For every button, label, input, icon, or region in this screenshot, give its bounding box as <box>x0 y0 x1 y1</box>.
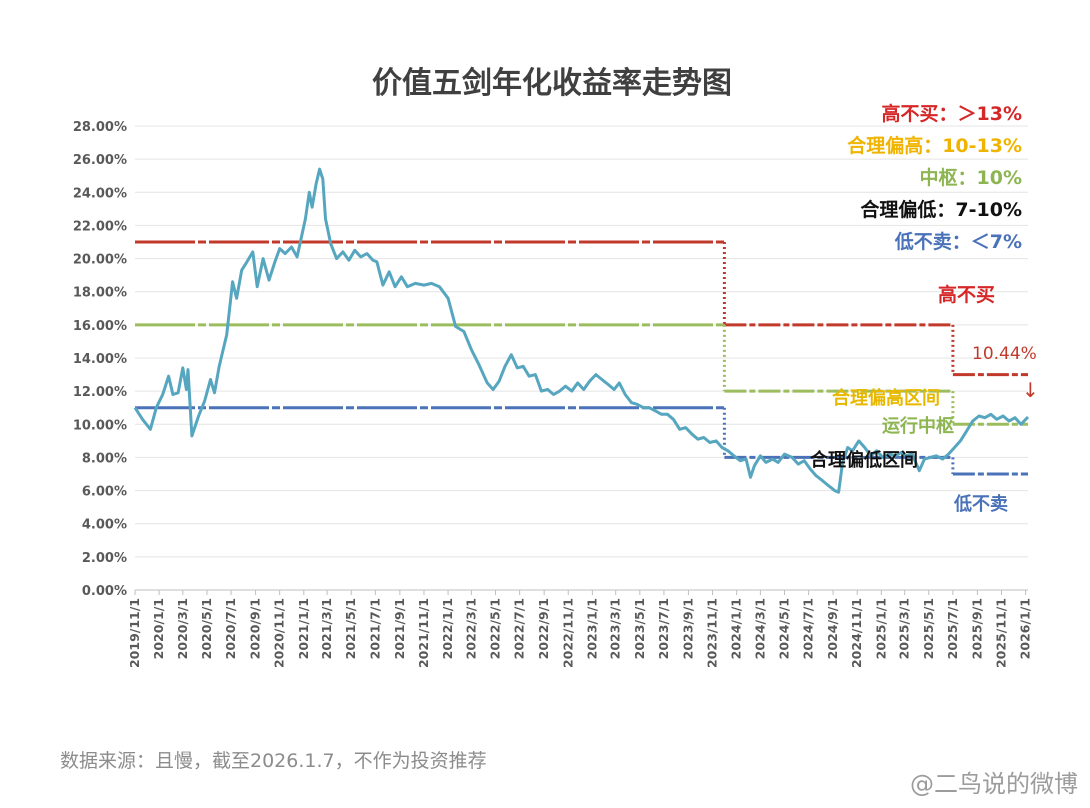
y-tick-label: 2.00% <box>82 551 127 566</box>
legend-item-reasonably-high: 合理偏高：10-13% <box>847 135 1022 157</box>
x-tick-label: 2020/11/1 <box>272 598 287 668</box>
x-tick-label: 2024/3/1 <box>752 598 767 659</box>
x-tick-label: 2023/9/1 <box>680 598 695 659</box>
x-tick-label: 2020/7/1 <box>223 598 238 659</box>
y-tick-label: 24.00% <box>73 186 127 201</box>
annotation-operating-center: 运行中枢 <box>882 416 954 437</box>
x-tick-label: 2021/3/1 <box>319 598 334 659</box>
x-tick-label: 2025/1/1 <box>873 598 888 659</box>
y-tick-label: 6.00% <box>82 485 127 500</box>
x-tick-label: 2021/11/1 <box>416 598 431 668</box>
x-tick-label: 2024/1/1 <box>729 598 744 659</box>
legend-item-center: 中枢：10% <box>919 167 1022 189</box>
x-tick-label: 2022/3/1 <box>463 598 478 659</box>
x-tick-label: 2023/11/1 <box>705 598 720 668</box>
x-tick-label: 2023/5/1 <box>632 598 647 659</box>
y-tick-label: 10.00% <box>73 418 127 433</box>
x-tick-label: 2024/9/1 <box>825 598 840 659</box>
x-tick-label: 2024/11/1 <box>849 598 864 668</box>
x-tick-label: 2023/1/1 <box>584 598 599 659</box>
legend-item-high-no-buy: 高不买：＞13% <box>881 103 1022 125</box>
annotation-reasonably-low-zone: 合理偏低区间 <box>810 450 918 471</box>
y-tick-label: 18.00% <box>73 286 127 301</box>
y-tick-label: 22.00% <box>73 219 127 234</box>
y-tick-label: 16.00% <box>73 319 127 334</box>
watermark: @二鸟说的微博 <box>910 770 1078 798</box>
annotation-current-value: 10.44% <box>972 344 1037 364</box>
chart-title: 价值五剑年化收益率走势图 <box>372 66 732 101</box>
y-tick-label: 12.00% <box>73 385 127 400</box>
x-tick-label: 2021/1/1 <box>296 598 311 659</box>
x-tick-label: 2020/9/1 <box>248 598 263 659</box>
x-tick-label: 2021/5/1 <box>343 598 358 659</box>
x-tick-label: 2022/9/1 <box>536 598 551 659</box>
data-source-note: 数据来源：且慢，截至2026.1.7，不作为投资推荐 <box>60 750 487 772</box>
x-tick-label: 2023/3/1 <box>608 598 623 659</box>
x-tick-label: 2020/3/1 <box>175 598 190 659</box>
x-tick-label: 2025/5/1 <box>921 598 936 659</box>
y-tick-label: 8.00% <box>82 451 127 466</box>
x-tick-label: 2025/3/1 <box>897 598 912 659</box>
x-tick-label: 2022/5/1 <box>488 598 503 659</box>
x-tick-label: 2025/7/1 <box>945 598 960 659</box>
x-tick-label: 2023/7/1 <box>656 598 671 659</box>
annotation-high-no-buy: 高不买 <box>938 284 996 306</box>
x-tick-label: 2020/5/1 <box>199 598 214 659</box>
y-tick-label: 4.00% <box>82 518 127 533</box>
x-tick-label: 2022/7/1 <box>512 598 527 659</box>
x-tick-label: 2024/5/1 <box>776 598 791 659</box>
down-arrow-icon: ↓ <box>1022 378 1039 402</box>
annotation-low-no-sell: 低不卖 <box>954 494 1008 515</box>
x-tick-label: 2025/9/1 <box>969 598 984 659</box>
x-tick-label: 2022/11/1 <box>560 598 575 668</box>
x-tick-label: 2022/1/1 <box>440 598 455 659</box>
legend: 高不买：＞13% 合理偏高：10-13% 中枢：10% 合理偏低：7-10% 低… <box>847 98 1022 258</box>
y-tick-label: 28.00% <box>73 120 127 135</box>
legend-item-reasonably-low: 合理偏低：7-10% <box>860 199 1022 221</box>
legend-item-low-no-sell: 低不卖：＜7% <box>894 231 1022 253</box>
annotation-reasonably-high-zone: 合理偏高区间 <box>832 388 940 409</box>
x-tick-label: 2020/1/1 <box>151 598 166 659</box>
y-tick-label: 14.00% <box>73 352 127 367</box>
x-tick-label: 2024/7/1 <box>801 598 816 659</box>
y-tick-label: 20.00% <box>73 253 127 268</box>
x-tick-label: 2021/9/1 <box>392 598 407 659</box>
x-tick-label: 2019/11/1 <box>127 598 142 668</box>
series-line <box>133 167 1030 494</box>
y-tick-label: 0.00% <box>82 584 127 599</box>
x-tick-label: 2026/1/1 <box>1018 598 1033 659</box>
x-tick-label: 2025/11/1 <box>994 598 1009 668</box>
x-tick-label: 2021/7/1 <box>367 598 382 659</box>
y-tick-label: 26.00% <box>73 153 127 168</box>
